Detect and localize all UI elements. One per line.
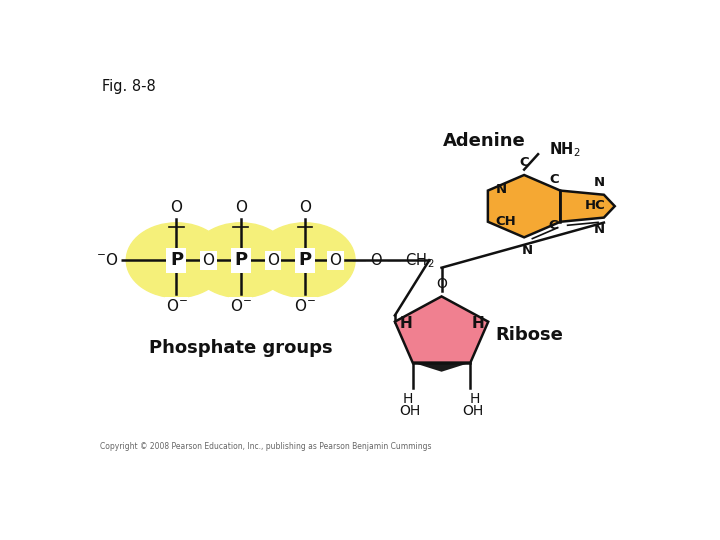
Text: CH: CH — [495, 215, 516, 228]
Text: O$^{-}$: O$^{-}$ — [166, 298, 187, 314]
Circle shape — [255, 223, 355, 298]
Text: Adenine: Adenine — [444, 132, 526, 150]
Text: O: O — [235, 200, 247, 215]
Text: H: H — [469, 392, 480, 406]
Text: P: P — [298, 251, 311, 269]
Polygon shape — [488, 175, 560, 238]
Polygon shape — [395, 296, 488, 362]
Text: Ribose: Ribose — [495, 326, 563, 344]
Polygon shape — [560, 191, 615, 222]
Text: O$^{-}$: O$^{-}$ — [230, 298, 251, 314]
Text: C: C — [549, 173, 559, 186]
Text: N: N — [495, 183, 507, 196]
Text: O$^{-}$: O$^{-}$ — [294, 298, 316, 314]
Text: N: N — [521, 244, 533, 256]
Text: O: O — [436, 276, 447, 291]
Text: H: H — [400, 316, 413, 331]
Text: Fig. 8-8: Fig. 8-8 — [102, 79, 156, 94]
Text: NH$_2$: NH$_2$ — [549, 141, 581, 159]
Text: O: O — [171, 200, 182, 215]
Text: Copyright © 2008 Pearson Education, Inc., publishing as Pearson Benjamin Cumming: Copyright © 2008 Pearson Education, Inc.… — [100, 442, 431, 451]
Circle shape — [126, 223, 227, 298]
Text: — O — CH$_2$: — O — CH$_2$ — [351, 251, 435, 269]
Text: H: H — [403, 392, 413, 406]
Polygon shape — [413, 362, 470, 372]
Text: $^{-}$O: $^{-}$O — [96, 252, 119, 268]
Text: N: N — [594, 177, 605, 190]
Text: O: O — [299, 200, 311, 215]
Text: OH: OH — [462, 404, 484, 418]
Text: N: N — [594, 223, 605, 236]
Text: O: O — [202, 253, 215, 268]
Text: HC: HC — [585, 199, 606, 212]
Text: H: H — [472, 316, 485, 331]
Text: C: C — [519, 156, 529, 168]
Text: Phosphate groups: Phosphate groups — [149, 339, 333, 357]
Text: O: O — [330, 253, 341, 268]
Text: C: C — [549, 219, 558, 232]
Text: P: P — [170, 251, 183, 269]
Text: O: O — [266, 253, 279, 268]
Text: P: P — [234, 251, 247, 269]
Circle shape — [190, 223, 291, 298]
Text: OH: OH — [400, 404, 420, 418]
